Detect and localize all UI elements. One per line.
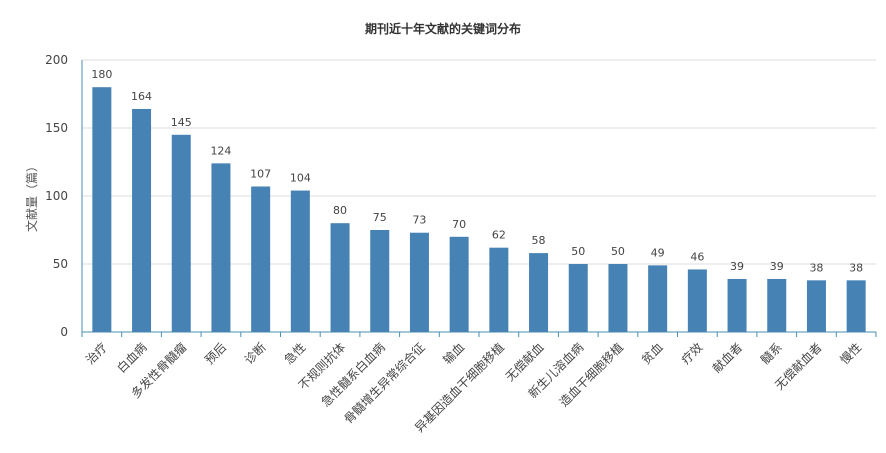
bar [767,278,787,332]
bar-value-label: 50 [571,245,585,258]
bar [608,264,628,332]
bar-value-label: 80 [333,204,347,217]
bar-value-label: 104 [290,172,311,185]
bar-value-label: 180 [91,68,112,81]
bar [727,278,747,332]
bar [211,163,231,332]
grid-lines [82,59,876,265]
bar [568,264,588,332]
bars [92,87,866,333]
bar [449,236,469,332]
bar-value-label: 73 [412,214,426,227]
bar [489,247,509,332]
bar [92,87,112,332]
bar-value-label: 50 [611,245,625,258]
bar-value-label: 38 [809,261,823,274]
bar-value-label: 38 [849,261,863,274]
x-tick-label: 输血 [440,340,468,368]
bar-value-label: 39 [730,260,744,273]
axes [81,60,877,337]
x-tick-label: 白血病 [114,340,150,376]
y-tick-label: 150 [45,121,68,135]
bar-value-label: 107 [250,167,271,180]
bar [171,134,191,332]
x-tick-label: 预后 [202,340,229,367]
bar-value-label: 39 [770,260,784,273]
bar [687,269,707,332]
bar-value-label: 58 [532,234,546,247]
bar-value-label: 164 [131,90,152,103]
bar [648,265,668,332]
x-tick-label: 贫血 [638,340,666,368]
y-tick-label: 50 [53,257,68,271]
y-tick-label: 100 [45,189,68,203]
bar [330,223,350,332]
data-labels: 180 164 145 124 107 104 80 75 73 70 62 58 50 50 49 46 39… [91,68,863,274]
bar-value-label: 75 [373,211,387,224]
y-axis-label: 文献量（篇） [24,160,39,232]
bar-value-label: 70 [452,218,466,231]
bar-value-label: 46 [690,250,704,263]
bar-value-label: 124 [210,144,231,157]
chart-title: 期刊近十年文献的关键词分布 [364,22,521,36]
bar [251,186,271,332]
bar [132,108,152,333]
bar [806,280,826,332]
x-tick-label: 慢性 [837,340,864,367]
bar [370,230,390,332]
y-tick-label: 200 [45,53,68,67]
bar-value-label: 145 [171,116,192,129]
x-tick-label: 急性 [281,340,309,368]
x-tick-label: 诊断 [241,340,269,368]
x-tick-label: 献血者 [709,340,745,376]
bar [409,232,429,332]
x-tick-label: 疗效 [678,340,706,368]
bar [529,253,549,332]
bar-value-label: 49 [651,246,665,259]
bar-value-label: 62 [492,229,506,242]
x-tick-label: 髓系 [758,340,785,367]
bar [290,190,310,332]
bar [846,280,866,332]
y-tick-label: 0 [60,325,68,339]
x-tick-label: 治疗 [83,340,110,367]
